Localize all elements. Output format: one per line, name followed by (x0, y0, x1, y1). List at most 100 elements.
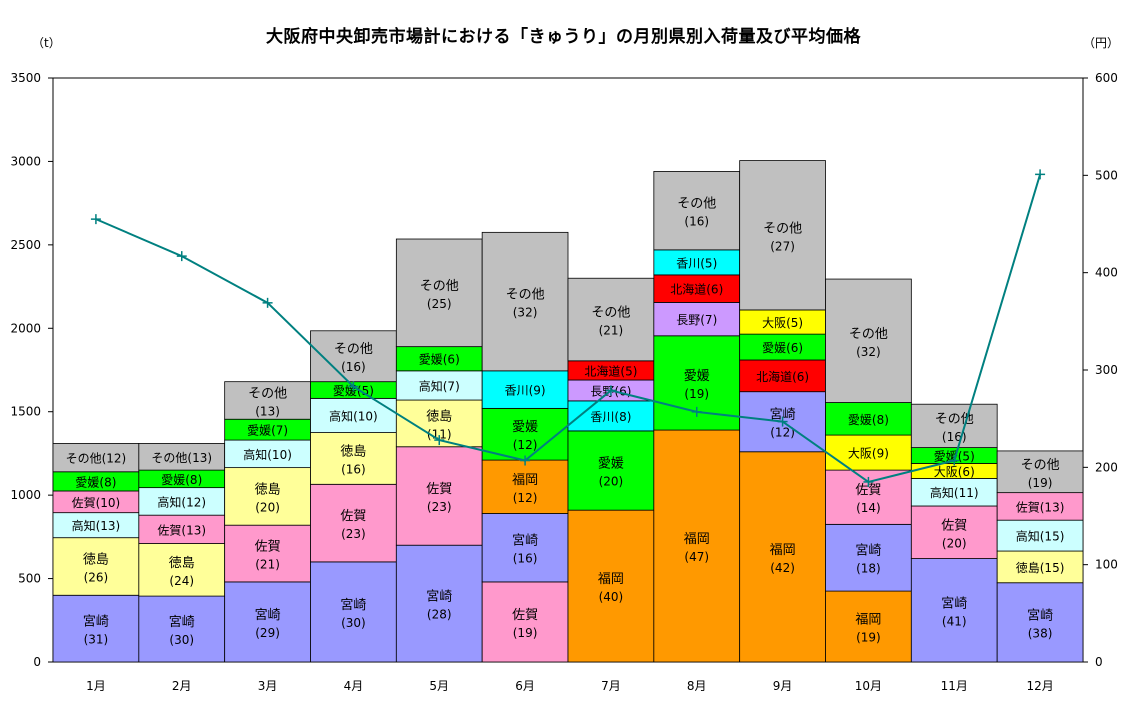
right-axis-tick-label: 600 (1095, 71, 1118, 85)
left-axis-tick-label: 3000 (10, 154, 41, 168)
bar-segment-value: (32) (856, 345, 881, 359)
bar-segment-label: 宮崎 (1027, 607, 1053, 623)
bar-segment-label: 宮崎 (426, 589, 452, 605)
bar-segment-value: (30) (169, 633, 194, 647)
right-axis-unit: （円） (1083, 36, 1120, 50)
bar-segment-label: 福岡 (512, 473, 538, 488)
bar-segment (653, 302, 741, 337)
bar-stack: 宮崎(30)佐賀(23)徳島(16)高知(10)愛媛(5)その他(16) (310, 330, 397, 663)
bar-segment (739, 359, 826, 393)
bar-segment-value: (16) (341, 360, 366, 374)
bar-stack: 宮崎 (28) 佐賀 (23) 徳島 (11) 高知(7) 愛媛(6) その他 (25) (395, 238, 483, 663)
bar-segment (52, 594, 140, 663)
bar-segment-value: (21) (255, 558, 280, 572)
bar-segment (138, 595, 226, 663)
bar-segment (653, 249, 741, 276)
bar-segment (310, 483, 397, 563)
bar-segment-label: その他 (1021, 458, 1060, 473)
bar-segment-value: (12) (513, 438, 538, 452)
bar-segment (825, 278, 912, 403)
bar-segment-value: (20) (599, 475, 624, 489)
bar-segment-label: 徳島 (169, 556, 195, 571)
bar-segment (910, 558, 998, 663)
right-axis-tick-label: 100 (1095, 558, 1118, 572)
bar-segment-label: 長野(7) (676, 313, 717, 327)
bar-segment (481, 231, 569, 372)
bar-segment-label: 福岡 (855, 613, 881, 628)
bar-segment (653, 274, 741, 303)
x-axis-tick-label: 8月 (687, 679, 707, 693)
bar-segment (825, 402, 912, 436)
x-axis-tick-label: 12月 (1026, 679, 1053, 693)
bar-segment-label: 愛媛(8) (75, 475, 116, 489)
bar-segment (996, 450, 1084, 494)
bar-segment-label: 大阪(5) (762, 316, 803, 330)
bar-segment (996, 582, 1084, 663)
bar-segment (395, 544, 483, 663)
bar-segment-value: (32) (513, 306, 538, 320)
bar-segment-label: 高知(15) (1016, 529, 1065, 544)
x-axis-tick-label: 6月 (515, 679, 535, 693)
bar-segment (910, 403, 998, 448)
bar-segment-value: (26) (84, 570, 109, 584)
bar-segment-value: (29) (255, 626, 280, 640)
bar-segment-label: 佐賀(13) (1016, 500, 1065, 514)
bar-segment-value: (16) (513, 552, 538, 566)
x-axis-tick-label: 9月 (773, 679, 793, 693)
bar-segment-label: 香川(9) (505, 384, 546, 398)
bar-stack: 宮崎 (31) 徳島 (26) 高知(13) 佐賀(10) 愛媛(8) その他(12) (52, 443, 140, 663)
bar-segment-label: 香川(5) (676, 256, 717, 270)
bar-segment (138, 487, 226, 516)
bar-segment-label: 佐賀 (855, 483, 881, 498)
bar-segment-label: 徳島 (426, 409, 452, 424)
bar-segment (52, 537, 140, 596)
bar-segment-label: 香川(8) (590, 410, 631, 424)
bar-segment (224, 524, 311, 583)
bar-segment-label: 宮崎 (855, 543, 881, 559)
bar-segment-label: その他 (420, 279, 459, 294)
bar-segment-label: 大阪(9) (848, 447, 889, 461)
bar-segment (395, 346, 483, 372)
x-axis-tick-label: 11月 (941, 679, 968, 693)
left-axis-tick-label: 2500 (10, 238, 41, 252)
right-axis-tick-label: 500 (1095, 168, 1118, 182)
left-axis-tick-label: 1000 (10, 488, 41, 502)
bar-segment-label: 高知(11) (930, 485, 979, 500)
right-axis-tick-label: 300 (1095, 363, 1118, 377)
bar-segment-label: 高知(10) (329, 408, 378, 423)
price-line (95, 174, 1042, 484)
bar-segment-label: 宮崎 (340, 597, 366, 613)
left-axis-tick-label: 500 (18, 572, 41, 586)
bar-segment-label: 宮崎 (83, 614, 109, 630)
bar-segment (996, 492, 1084, 521)
bar-segment-value: (16) (684, 215, 709, 229)
bar-segment-label: 愛媛 (512, 420, 538, 435)
x-axis-tick-label: 1月 (86, 679, 106, 693)
bar-segment (138, 443, 226, 471)
left-axis-unit: （t） (32, 36, 61, 50)
bar-segment-value: (47) (684, 550, 709, 564)
bar-segment-value: (11) (427, 427, 452, 441)
bar-segment-value: (23) (341, 527, 366, 541)
bar-segment-value: (20) (255, 500, 280, 514)
left-axis-tick-label: 0 (33, 655, 41, 669)
bar-segment-label: 宮崎 (169, 614, 195, 630)
bar-segment-label: 高知(10) (243, 447, 292, 462)
bar-segment-value: (19) (684, 387, 709, 401)
bar-segment-value: (19) (1028, 476, 1053, 490)
bar-segment (739, 451, 826, 663)
bar-stack: 福岡 (19) 宮崎 (18) 佐賀 (14) 大阪(9) 愛媛(8) その他 (32) (825, 278, 912, 663)
bar-segment-value: (28) (427, 608, 452, 622)
bar-segment-label: 愛媛(6) (419, 353, 460, 367)
bar-segment-label: 福岡 (598, 572, 624, 587)
bar-stack: 福岡 (42) 宮崎 (12) 北海道(6) 愛媛(6) 大阪(5) その他 (27) (739, 160, 826, 663)
left-axis-tick-label: 3500 (10, 71, 41, 85)
bar-segment-label: 宮崎 (770, 407, 796, 423)
x-axis-tick-label: 10月 (855, 679, 882, 693)
bar-segment-value: (40) (599, 590, 624, 604)
bar-segment (52, 443, 140, 473)
bar-segment-value: (13) (255, 404, 280, 418)
x-axis-tick-label: 3月 (258, 679, 278, 693)
bar-segment-label: その他 (506, 288, 545, 303)
bar-stack: 福岡 (47) 愛媛 (19) 長野(7) 北海道(6) 香川(5) その他 (16) (653, 171, 741, 663)
